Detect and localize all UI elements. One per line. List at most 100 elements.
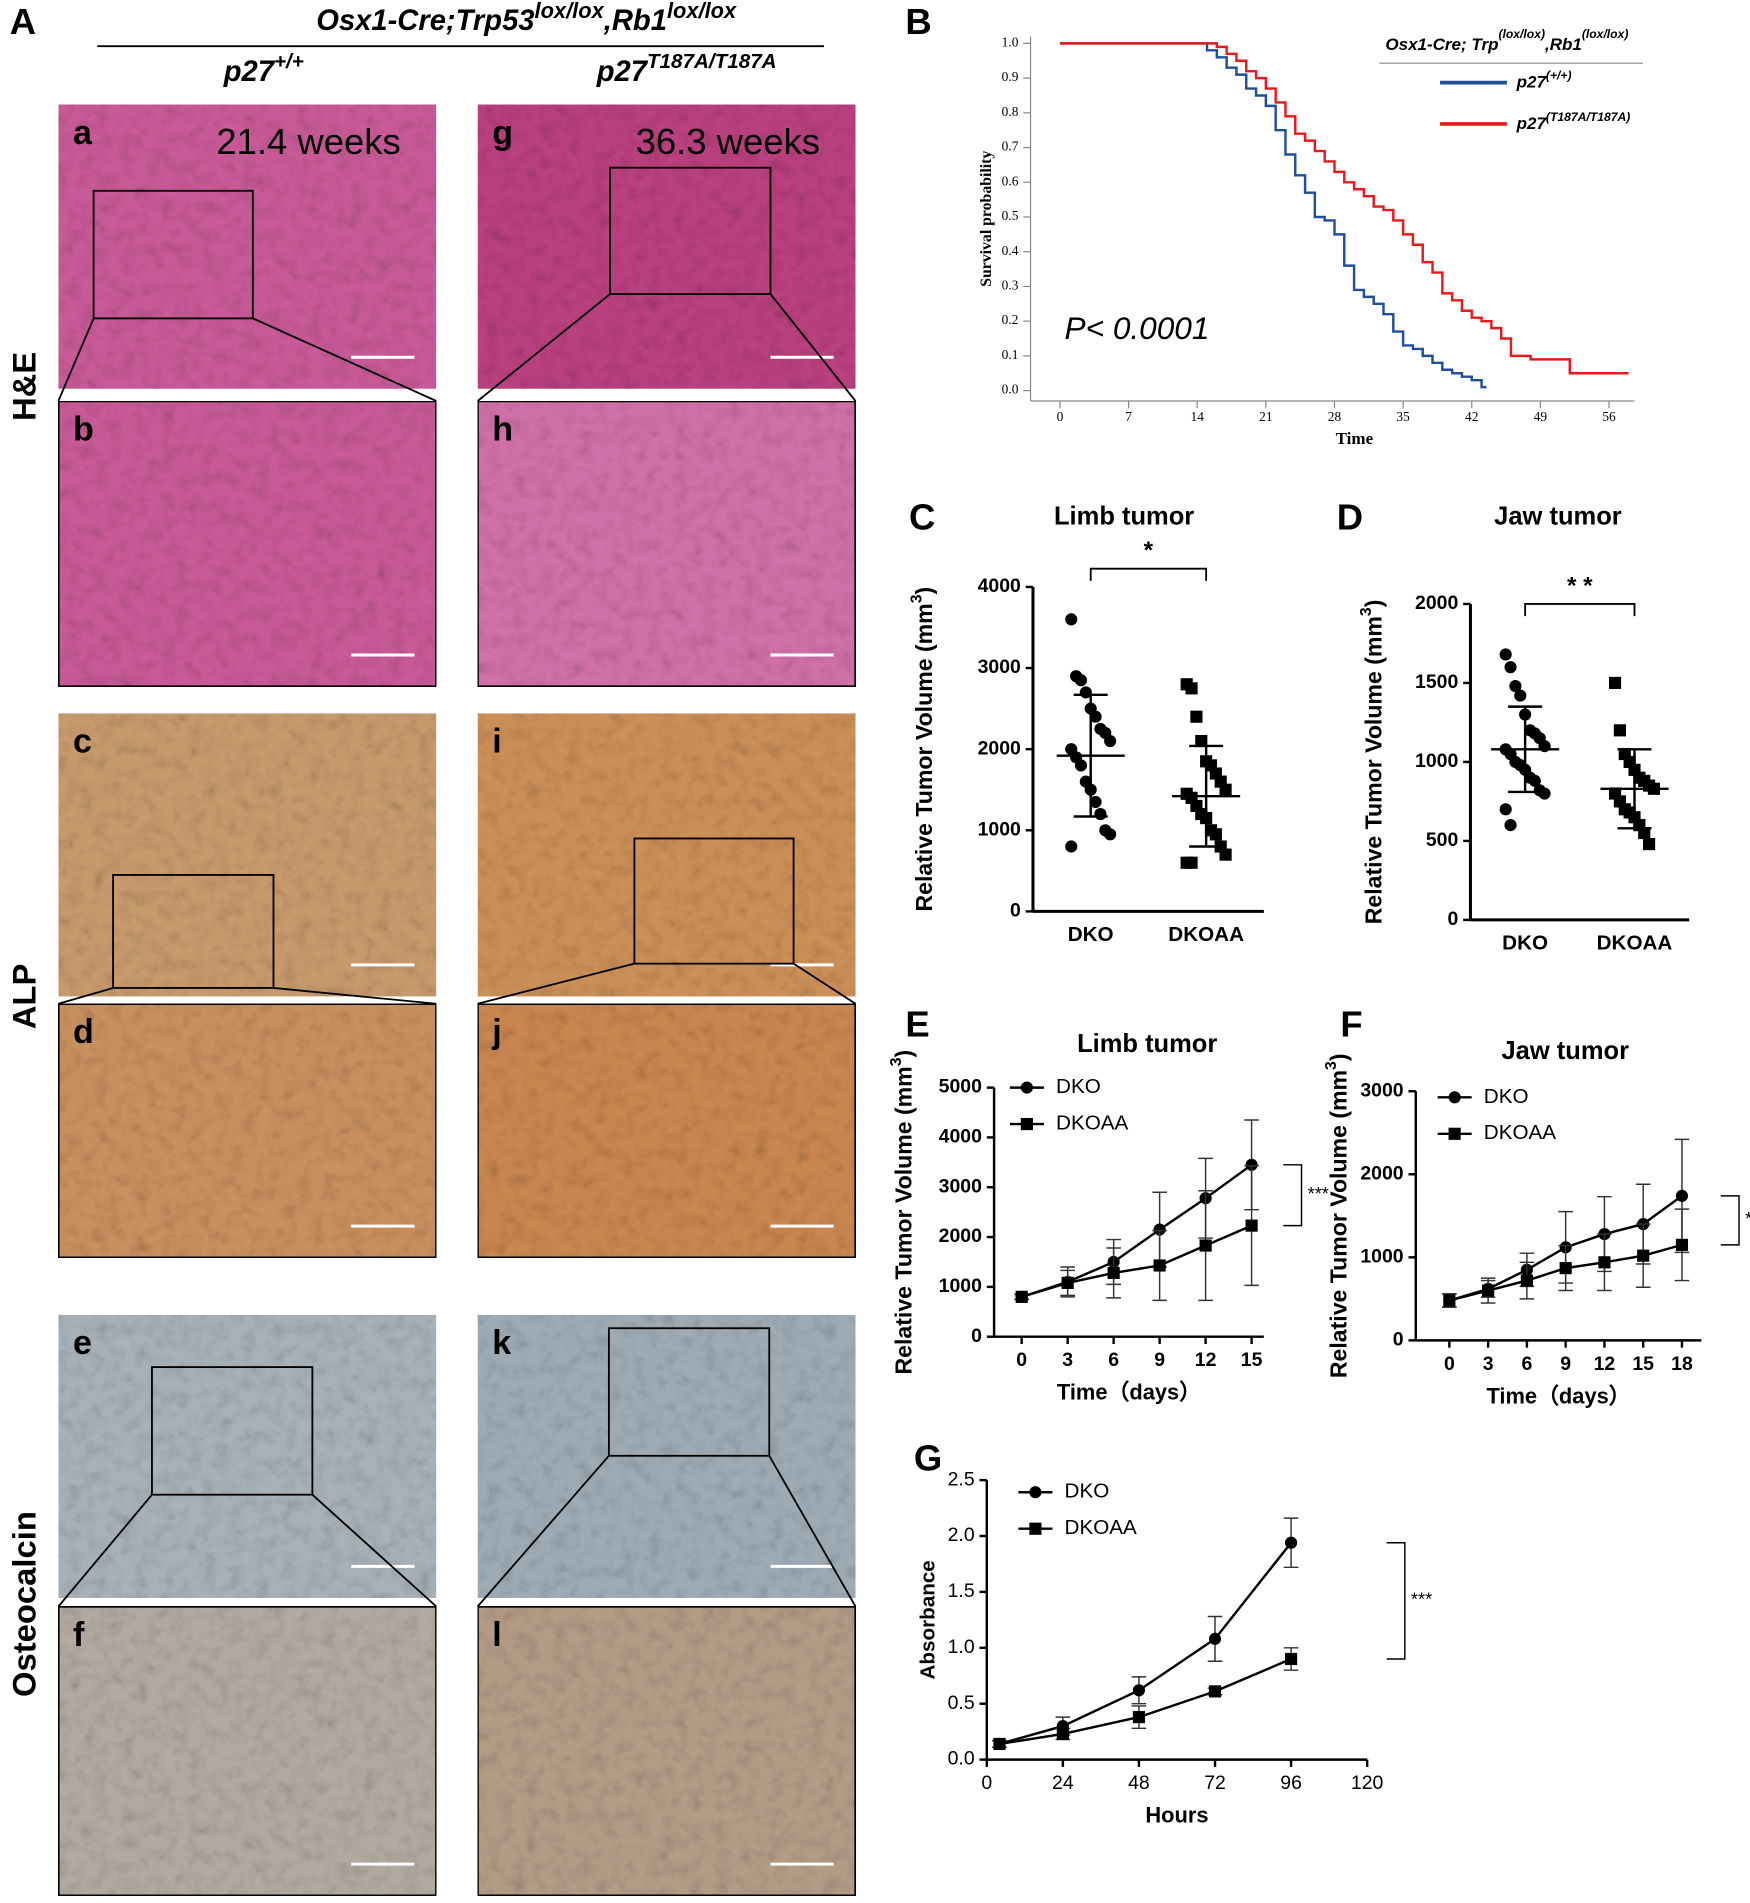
y-tick-label: 0.2 [1002,312,1019,327]
data-marker [1538,787,1551,800]
zoom-line [273,987,437,1005]
y-tick-label: 500 [1426,829,1459,851]
y-tick-label: 0.6 [1002,173,1019,188]
significance-label: * [1144,537,1154,564]
zoom-line [58,987,114,1005]
x-tick-label: 12 [1594,1353,1616,1375]
column-label: p27T187A/T187A [596,51,777,88]
data-marker [1613,724,1626,737]
histology-image [476,399,857,688]
data-marker [1499,803,1512,816]
y-tick-label: 2000 [978,737,1021,759]
panel-label: D [1337,497,1363,538]
x-tick-label: 9 [1560,1353,1571,1375]
histology-image [476,1605,857,1897]
x-tick-label: 15 [1632,1353,1654,1375]
x-tick-label: 9 [1154,1349,1165,1371]
legend-label: DKOAA [1484,1121,1556,1144]
x-tick-label: 48 [1128,1772,1150,1794]
legend-label: DKO [1065,1480,1110,1503]
x-tick-label: 56 [1602,409,1616,424]
data-marker [1209,828,1222,841]
text-part: ) [911,587,937,595]
y-axis-label: Survival probability [977,151,994,287]
text-part: lox/lox [667,0,737,23]
x-tick-label: 3 [1062,1349,1073,1371]
data-marker [1199,1239,1212,1252]
significance-bracket [1524,603,1636,617]
y-tick-label: 1000 [978,818,1021,840]
y-axis-label: Relative Tumor Volume (mm3) [888,1050,916,1375]
x-axis-label: Hours [1145,1803,1208,1828]
data-marker [1514,689,1527,702]
image-label: a [73,114,93,152]
text-part: p27 [1516,72,1548,91]
data-marker [1675,1189,1689,1202]
data-marker [1074,674,1088,687]
legend-label: DKOAA [1065,1516,1137,1539]
x-tick-label: 42 [1465,409,1478,424]
data-marker [1443,1294,1456,1307]
data-marker [1528,774,1541,787]
data-marker [1520,1274,1533,1287]
y-tick-label: 0 [1447,908,1458,930]
image-label: l [492,1616,501,1654]
histology-image [476,1002,857,1259]
x-tick-label: 7 [1125,409,1132,424]
data-marker [1208,1685,1222,1698]
data-marker [1029,1522,1042,1535]
data-marker [1132,1711,1146,1724]
text-part: Absorbance [917,1560,940,1679]
y-tick-label: 1.0 [1002,34,1019,49]
annotation: P< 0.0001 [1065,310,1210,346]
y-tick-label: 2000 [1360,1162,1403,1184]
histology-image [58,104,437,389]
series-line [1021,1163,1253,1299]
y-tick-label: 0 [1393,1329,1404,1351]
x-tick-label: 24 [1052,1772,1074,1794]
x-tick-label: 96 [1280,1772,1302,1794]
x-tick-label: 28 [1328,409,1342,424]
zoom-line [793,962,857,1005]
data-marker [1559,1262,1572,1275]
x-tick-label: 120 [1351,1772,1384,1794]
y-axis-label: Relative Tumor Volume (mm3) [1358,600,1386,925]
x-tick-label: 21 [1259,409,1272,424]
zoom-line [57,1494,153,1608]
y-tick-label: 1500 [1415,671,1458,693]
data-marker [1065,613,1078,626]
y-tick-label: 0 [1010,900,1021,922]
text-part: p27 [596,56,649,88]
data-marker [1245,1219,1258,1232]
x-tick-label: 6 [1521,1353,1532,1375]
data-marker [1020,1117,1033,1131]
x-tick-label: 0 [981,1772,992,1794]
histology-image [477,104,856,389]
data-marker [1504,661,1517,674]
data-marker [1094,807,1107,821]
zoom-line [252,317,437,402]
text-part: p27 [223,56,276,88]
zoom-box [112,874,275,989]
y-tick-label: 3000 [978,656,1021,678]
image-label: g [492,114,513,152]
text-part: ) [890,1050,916,1058]
y-tick-label: 0.5 [948,1692,975,1714]
data-marker [1089,795,1102,808]
data-marker [1509,680,1522,693]
data-marker [1643,838,1656,851]
text-part: Relative Tumor Volume (mm [1361,616,1387,924]
zoom-box [607,1327,771,1457]
data-marker [1061,1276,1074,1289]
legend-label: p27(+/+) [1516,69,1572,91]
text-part: T187A/T187A [647,51,777,74]
x-tick-label: 0 [1444,1353,1455,1375]
text-part: Survival probability [977,151,994,287]
data-marker [1208,1632,1222,1645]
data-marker [1020,1081,1033,1094]
text-part: Osx1-Cre; Trp [1385,34,1498,53]
data-marker [1219,848,1232,861]
data-marker [1638,826,1651,840]
text-part: (lox/lox) [1498,27,1545,41]
